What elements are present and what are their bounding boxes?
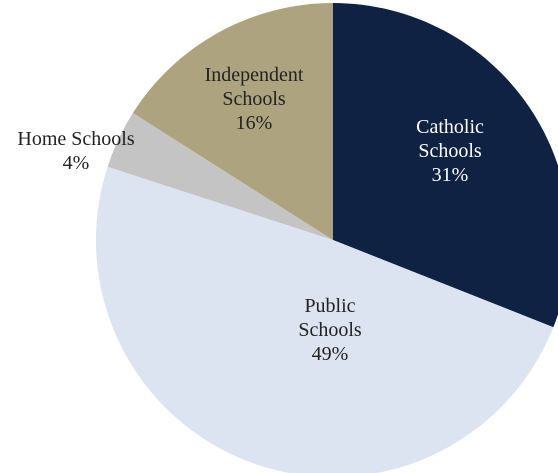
pie-label-percent: 31%	[432, 164, 469, 186]
pie-label-line: Independent	[205, 64, 304, 86]
pie-label-independent-schools: Independent Schools 16%	[205, 64, 304, 134]
pie-label-percent: 4%	[63, 152, 90, 174]
pie-labels: Catholic Schools 31%Public Schools 49%Home S…	[17, 64, 484, 365]
pie-slices	[95, 3, 558, 473]
pie-label-line: Schools	[298, 319, 362, 341]
pie-label-percent: 16%	[236, 112, 273, 134]
pie-label-home-schools: Home Schools 4%	[17, 128, 134, 174]
pie-slice-public-schools	[95, 166, 554, 473]
pie-label-public-schools: Public Schools 49%	[298, 295, 362, 365]
pie-slice-home-schools	[107, 113, 333, 240]
pie-label-line: Schools	[418, 140, 482, 162]
pie-label-line: Public	[304, 295, 355, 317]
pie-label-line: Schools	[222, 88, 286, 110]
pie-label-catholic-schools: Catholic Schools 31%	[416, 116, 484, 186]
pie-label-percent: 49%	[312, 343, 349, 365]
pie-slice-independent-schools	[132, 3, 333, 240]
pie-slice-catholic-schools	[333, 3, 558, 328]
pie-label-line: Catholic	[416, 116, 484, 138]
pie-label-line: Home Schools	[17, 128, 134, 150]
